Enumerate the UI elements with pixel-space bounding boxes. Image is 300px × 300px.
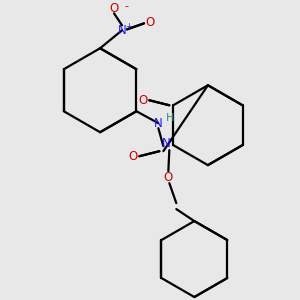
Text: O: O — [146, 16, 154, 29]
Text: O: O — [129, 150, 138, 163]
Text: O: O — [139, 94, 148, 107]
Text: O: O — [110, 2, 119, 15]
Text: -: - — [124, 1, 128, 11]
Text: N: N — [154, 117, 163, 130]
Text: H: H — [166, 113, 175, 123]
Text: +: + — [126, 22, 133, 31]
Text: N: N — [162, 137, 171, 150]
Text: N: N — [118, 24, 126, 37]
Text: O: O — [164, 171, 173, 184]
